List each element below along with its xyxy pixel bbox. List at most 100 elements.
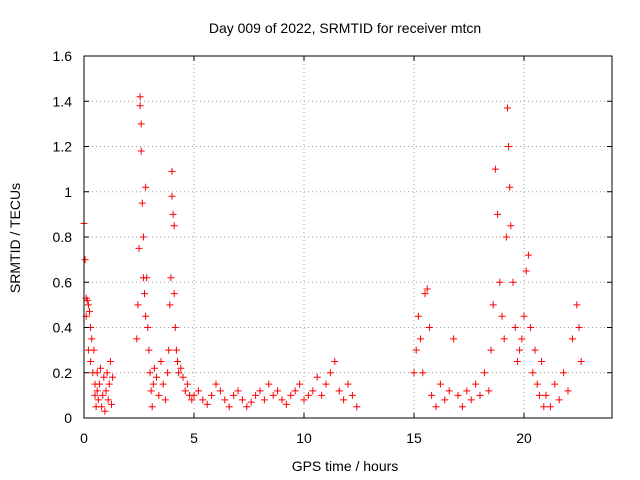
data-point — [509, 278, 517, 286]
data-point — [149, 380, 157, 388]
data-point — [98, 403, 106, 411]
data-point — [340, 396, 348, 404]
data-point — [432, 403, 440, 411]
data-point — [287, 391, 295, 399]
data-point — [546, 403, 554, 411]
data-point — [522, 267, 530, 275]
data-point — [93, 369, 101, 377]
data-point — [139, 233, 147, 241]
data-point — [109, 373, 117, 381]
data-point — [458, 403, 466, 411]
data-point — [238, 396, 246, 404]
data-point — [300, 396, 308, 404]
data-point — [102, 387, 110, 395]
x-tick-label: 10 — [296, 430, 312, 446]
data-point — [147, 387, 155, 395]
data-point — [169, 210, 177, 218]
data-point — [309, 387, 317, 395]
data-point — [353, 403, 361, 411]
data-point — [181, 387, 189, 395]
data-point — [518, 335, 526, 343]
data-point — [103, 369, 111, 377]
data-point — [159, 380, 167, 388]
data-point — [247, 398, 255, 406]
data-point — [412, 346, 420, 354]
data-point — [421, 290, 429, 298]
data-point — [326, 369, 334, 377]
data-point — [153, 373, 161, 381]
data-point — [97, 364, 104, 372]
data-point — [165, 346, 173, 354]
data-point — [278, 396, 286, 404]
data-point — [190, 391, 198, 399]
x-tick-label: 15 — [406, 430, 422, 446]
data-point — [414, 312, 422, 320]
data-point — [137, 147, 145, 155]
data-point — [489, 301, 497, 309]
data-point — [148, 403, 156, 411]
data-point — [575, 324, 583, 331]
data-point — [157, 357, 165, 365]
data-point — [542, 391, 550, 399]
data-point — [269, 391, 277, 399]
data-point — [106, 357, 114, 365]
data-point — [137, 120, 145, 128]
data-point — [88, 335, 96, 343]
data-point — [296, 380, 304, 388]
data-point — [138, 199, 146, 207]
data-point — [161, 396, 169, 404]
axis-ticks — [83, 55, 612, 419]
data-point — [208, 391, 216, 399]
data-point — [504, 104, 511, 112]
data-point — [533, 380, 541, 388]
data-point — [174, 357, 181, 365]
data-point — [145, 346, 153, 354]
data-point — [348, 391, 356, 399]
data-point — [498, 312, 506, 320]
data-points — [80, 93, 585, 415]
data-point — [480, 369, 488, 377]
data-point — [143, 274, 151, 282]
data-point — [467, 396, 475, 404]
data-point — [199, 396, 207, 404]
y-tick-label: 1.4 — [53, 93, 73, 109]
data-point — [155, 391, 163, 399]
data-point — [502, 233, 510, 241]
y-tick-label: 0 — [64, 410, 72, 426]
data-point — [535, 391, 543, 399]
data-point — [513, 357, 521, 365]
data-point — [527, 324, 535, 331]
data-point — [335, 387, 343, 395]
x-tick-label: 0 — [80, 430, 88, 446]
data-point — [410, 369, 418, 377]
data-point — [175, 369, 183, 377]
data-point — [141, 290, 148, 298]
data-point — [93, 387, 101, 395]
data-point — [170, 290, 178, 298]
data-point — [529, 369, 537, 377]
data-point — [538, 357, 546, 365]
data-point — [472, 380, 480, 388]
data-point — [436, 380, 444, 388]
tick-labels: 0 5 10 15 20 0 0.2 0.4 0.6 0.8 1 1.2 1.4 1.6 — [53, 48, 532, 446]
data-point — [274, 387, 282, 395]
data-point — [104, 396, 112, 404]
data-point — [491, 165, 499, 173]
data-point — [487, 346, 495, 354]
y-tick-label: 1.6 — [53, 48, 73, 64]
data-point — [168, 192, 176, 200]
data-point — [560, 369, 568, 377]
data-point — [417, 335, 425, 343]
data-point — [136, 102, 144, 110]
data-point — [221, 396, 229, 404]
y-tick-label: 0.4 — [53, 320, 73, 336]
data-point — [105, 380, 113, 388]
y-axis-label: SRMTID / TECUs — [7, 183, 23, 293]
data-point — [108, 400, 115, 408]
data-point — [171, 324, 179, 331]
data-point — [441, 396, 449, 404]
data-point — [282, 400, 290, 408]
data-point — [506, 183, 514, 191]
data-point — [428, 391, 436, 399]
